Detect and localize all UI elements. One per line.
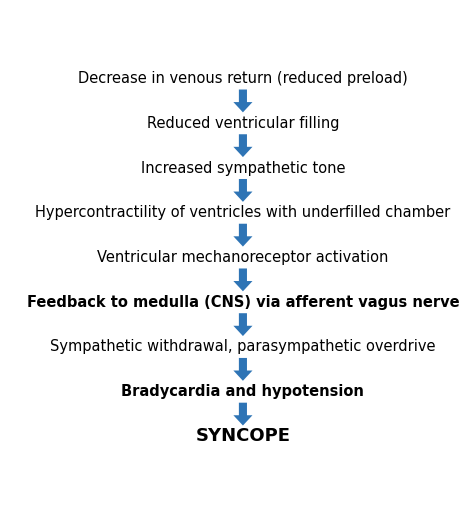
Text: Hypercontractility of ventricles with underfilled chamber: Hypercontractility of ventricles with un… [35,205,451,220]
Polygon shape [233,134,253,157]
Text: Reduced ventricular filling: Reduced ventricular filling [146,116,339,131]
Text: Bradycardia and hypotension: Bradycardia and hypotension [121,384,365,399]
Text: Increased sympathetic tone: Increased sympathetic tone [141,161,345,176]
Polygon shape [233,224,253,246]
Text: Sympathetic withdrawal, parasympathetic overdrive: Sympathetic withdrawal, parasympathetic … [50,339,436,355]
Polygon shape [233,403,253,426]
Text: SYNCOPE: SYNCOPE [195,427,291,446]
Text: Feedback to medulla (CNS) via afferent vagus nerve: Feedback to medulla (CNS) via afferent v… [27,295,459,310]
Text: Decrease in venous return (reduced preload): Decrease in venous return (reduced prelo… [78,71,408,86]
Polygon shape [233,268,253,291]
Polygon shape [233,358,253,381]
Polygon shape [233,313,253,336]
Text: Ventricular mechanoreceptor activation: Ventricular mechanoreceptor activation [97,250,389,265]
Polygon shape [233,179,253,202]
Polygon shape [233,89,253,112]
